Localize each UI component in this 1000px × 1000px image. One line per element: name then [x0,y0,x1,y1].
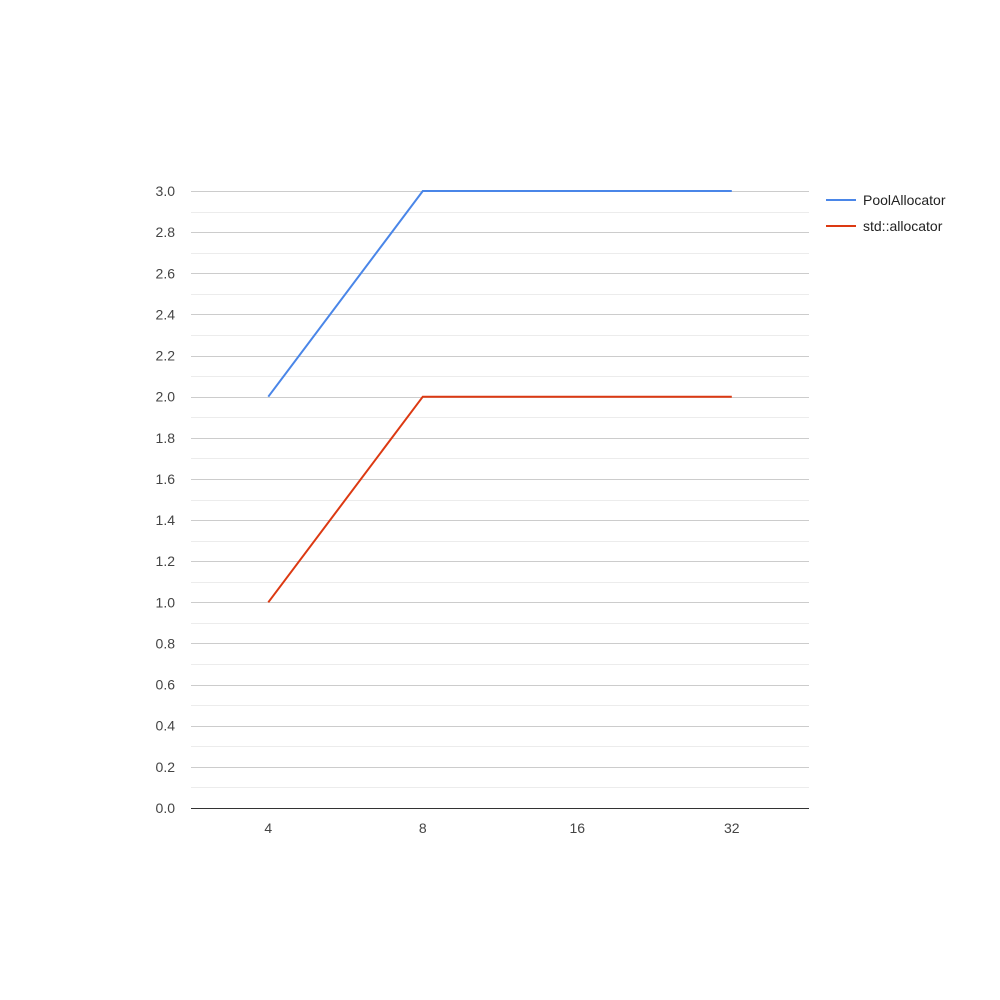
y-tick-label: 1.2 [156,553,176,569]
y-tick-label: 0.6 [156,677,176,693]
y-tick-label: 2.8 [156,224,176,240]
y-tick-label: 0.0 [156,800,176,816]
y-tick-label: 0.2 [156,759,176,775]
series-lines [267,190,732,603]
y-tick-label: 2.2 [156,348,176,364]
major-gridlines [191,191,809,768]
y-tick-label: 1.6 [156,471,176,487]
legend-label: std::allocator [863,218,943,234]
y-tick-label: 0.8 [156,635,176,651]
series-line-1 [267,395,732,603]
x-axis-tick-labels: 4 8 16 32 [264,820,739,836]
y-tick-label: 0.4 [156,718,176,734]
series-line-0 [267,190,732,398]
x-tick-label: 4 [264,820,272,836]
x-tick-label: 16 [569,820,585,836]
y-tick-label: 2.6 [156,265,176,281]
y-tick-label: 1.0 [156,594,176,610]
legend-item: std::allocator [826,218,943,234]
y-tick-label: 1.4 [156,512,176,528]
y-axis-tick-labels: 0.0 0.2 0.4 0.6 0.8 1.0 1.2 1.4 1.6 1.8 2.0 2.2 2.4 2… [156,183,176,816]
y-tick-label: 2.0 [156,389,176,405]
x-tick-label: 8 [419,820,427,836]
y-tick-label: 2.4 [156,306,176,322]
legend-label: PoolAllocator [863,192,946,208]
y-tick-label: 3.0 [156,183,176,199]
minor-gridlines [191,212,809,788]
x-tick-label: 32 [724,820,740,836]
y-tick-label: 1.8 [156,430,176,446]
legend-item: PoolAllocator [826,192,946,208]
